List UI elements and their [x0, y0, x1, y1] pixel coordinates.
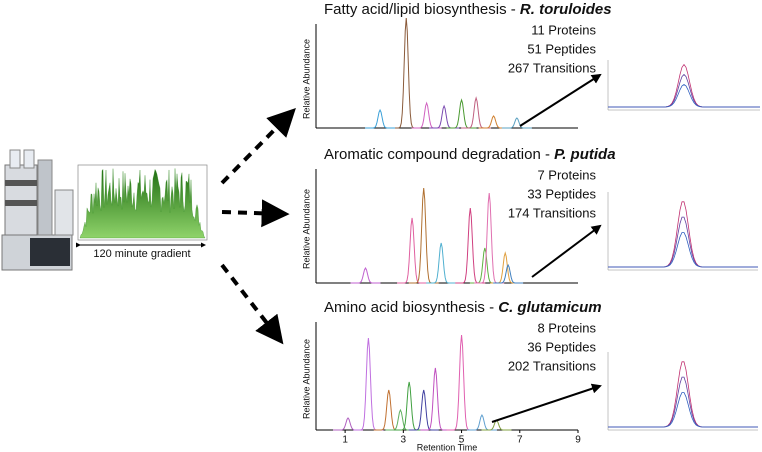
inset-trace [608, 201, 758, 268]
x-tick-label: 9 [575, 435, 581, 446]
peak [350, 266, 381, 284]
organism: R. toruloides [520, 1, 612, 18]
lc-ms-instrument [1, 149, 74, 271]
peak [397, 217, 428, 284]
peak [455, 207, 486, 284]
panel-title: Fatty acid/lipid biosynthesis - R. torul… [324, 1, 612, 18]
count-label: 7 Proteins [537, 167, 596, 182]
count-label: 174 Transitions [508, 205, 597, 220]
peak [446, 334, 477, 431]
x-tick-label: 1 [342, 435, 348, 446]
y-axis-label: Relative Abundance [301, 39, 311, 119]
peak [478, 115, 509, 129]
peak [446, 98, 477, 129]
count-label: 267 Transitions [508, 60, 597, 75]
peak [466, 413, 497, 431]
peak [391, 17, 422, 129]
peak [373, 389, 404, 431]
panel-title-text: Amino acid biosynthesis - [324, 299, 498, 316]
peak [408, 389, 439, 431]
peak [365, 108, 396, 129]
inset-trace [608, 63, 760, 108]
panel-title-text: Fatty acid/lipid biosynthesis - [324, 1, 520, 18]
inset-trace [608, 216, 758, 268]
inset-trace [608, 84, 760, 108]
panel-title: Aromatic compound degradation - P. putid… [324, 146, 616, 163]
count-label: 202 Transitions [508, 358, 597, 373]
peak [353, 337, 384, 431]
panel-title-text: Aromatic compound degradation - [324, 146, 554, 163]
zoom-arrow [491, 383, 602, 423]
gradient-chromatogram [76, 164, 208, 248]
count-label: 33 Peptides [527, 186, 596, 201]
peak [394, 381, 425, 431]
y-axis-label: Relative Abundance [301, 339, 311, 419]
peak [493, 263, 524, 284]
peak [420, 367, 451, 431]
inset-trace [608, 73, 760, 108]
inset-trace [608, 392, 758, 428]
y-axis-label: Relative Abundance [301, 189, 311, 269]
organism: P. putida [554, 146, 615, 163]
zoom-arrow [531, 224, 602, 278]
inset-trace [608, 376, 758, 428]
gradient-label: 120 minute gradient [93, 248, 190, 260]
peak [333, 417, 364, 431]
zoom-arrow [519, 73, 602, 127]
peak [426, 242, 457, 284]
peak [429, 104, 460, 129]
count-label: 8 Proteins [537, 320, 596, 335]
inset-trace [608, 361, 758, 428]
count-label: 51 Peptides [527, 41, 596, 56]
organism: C. glutamicum [498, 299, 601, 316]
dashed-arrows [220, 108, 296, 345]
x-axis-label: Retention Time [417, 442, 478, 452]
count-label: 11 Proteins [531, 22, 596, 37]
peak [385, 408, 416, 431]
panel-title: Amino acid biosynthesis - C. glutamicum [324, 299, 602, 316]
peak [411, 101, 442, 129]
x-tick-label: 5 [459, 435, 465, 446]
x-tick-label: 7 [517, 435, 523, 446]
inset-trace [608, 232, 758, 268]
peak [501, 117, 532, 129]
peak [474, 192, 505, 284]
count-label: 36 Peptides [527, 339, 596, 354]
x-tick-label: 3 [401, 435, 407, 446]
